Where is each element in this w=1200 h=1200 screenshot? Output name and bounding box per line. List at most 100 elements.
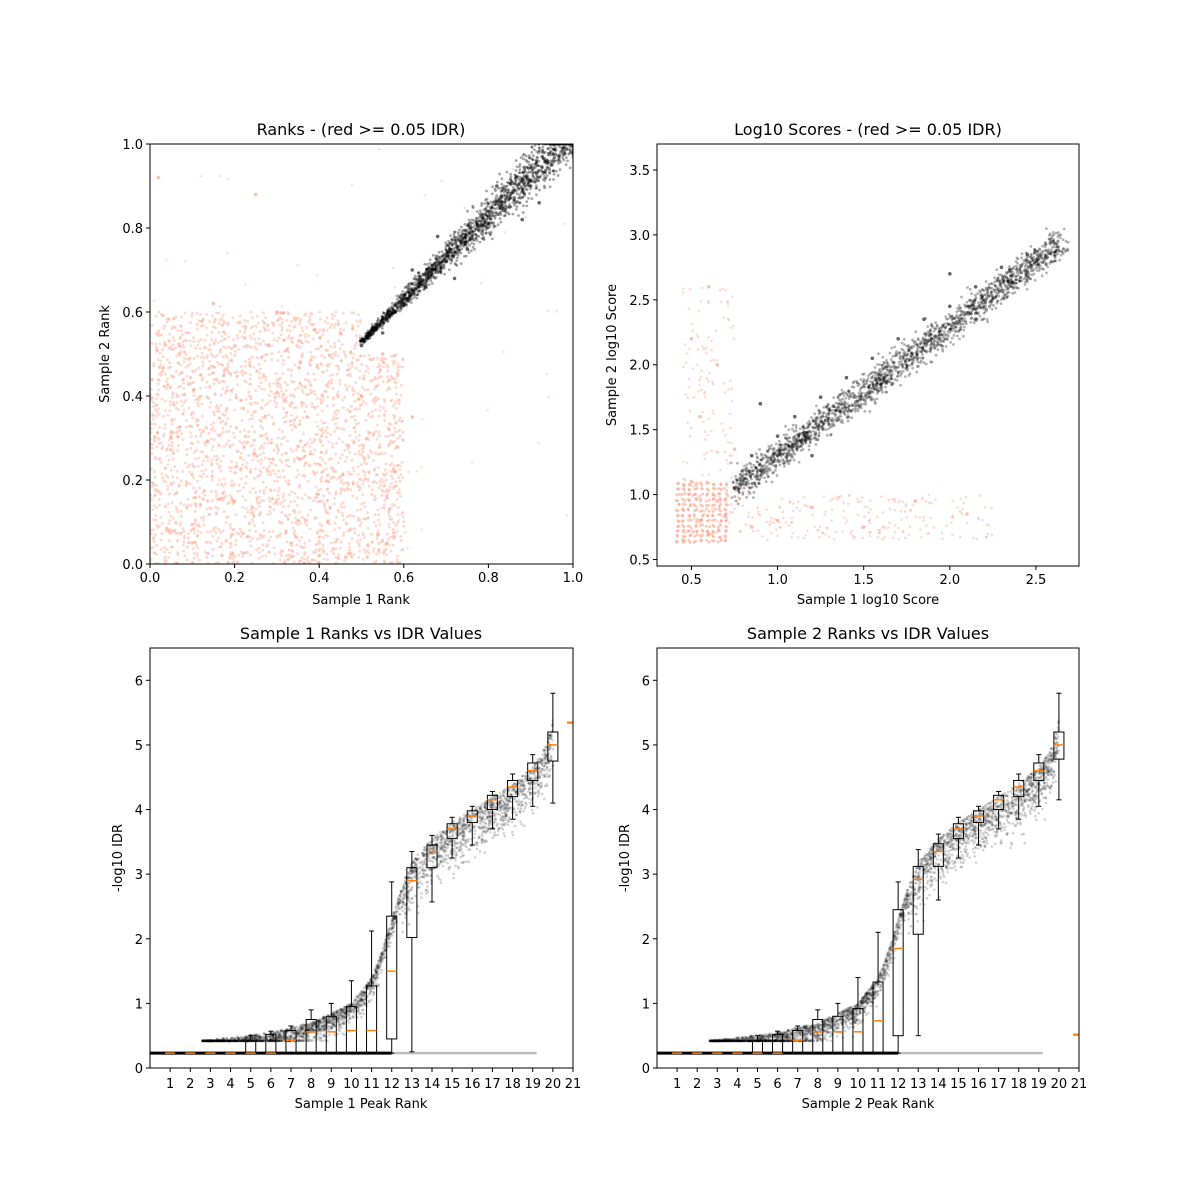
x-tick-label: 2: [693, 1077, 701, 1092]
scatter-point: [452, 276, 457, 281]
x-tick-label: 13: [404, 1077, 421, 1092]
sample1-idr-box-panel: Sample 1 Ranks vs IDR Values 1 2 3 4 5 6 7 8 9 10…: [111, 624, 581, 1112]
scatter-point: [965, 512, 969, 516]
scatter-point: [528, 184, 533, 188]
density-cloud: [674, 227, 1070, 544]
scatter-point: [715, 362, 720, 367]
scatter-point: [156, 175, 161, 180]
box: [406, 851, 418, 1053]
axes-frame: [656, 647, 1080, 1069]
scatter-point: [507, 205, 512, 209]
y-axis-label: Sample 2 log10 Score: [605, 284, 620, 426]
axes-frame: [149, 647, 574, 1069]
box: [184, 1052, 196, 1055]
y-tick-label: 0.5: [629, 554, 650, 569]
x-tick-label: 17: [990, 1077, 1007, 1092]
box-iqr: [892, 909, 904, 1037]
scatter-point: [775, 434, 780, 438]
scatter-point: [775, 518, 780, 523]
scatter-point: [724, 512, 728, 516]
scatter-point: [844, 375, 849, 380]
y-tick-label: 4: [642, 804, 650, 819]
x-axis-label: Sample 2 Peak Rank: [802, 1097, 935, 1112]
box-iqr: [852, 1008, 864, 1054]
box: [527, 754, 539, 807]
scatter-point: [275, 310, 279, 314]
chart-title: Ranks - (red >= 0.05 IDR): [257, 120, 466, 139]
box-iqr: [245, 1040, 257, 1054]
y-tick-label: 3.5: [629, 164, 650, 179]
scatter-point: [913, 499, 918, 503]
box: [204, 1052, 216, 1055]
y-tick-label: 3: [642, 868, 650, 883]
plot-clip-group: [657, 692, 1079, 1055]
x-tick-label: 10: [850, 1077, 867, 1092]
x-tick-label: 0.8: [478, 571, 499, 586]
x-tick-label: 1: [673, 1077, 681, 1092]
box: [731, 1052, 743, 1055]
y-tick-label: 3: [135, 868, 143, 883]
scatter-point: [706, 531, 711, 536]
x-axis-label: Sample 1 Peak Rank: [295, 1097, 428, 1112]
box-iqr: [872, 981, 884, 1054]
axis-ticks: 0.0 0.2 0.4 0.6 0.8 1.0 0.0 0.2 0.4 0.6 0.8 1.0: [122, 138, 583, 586]
box: [671, 1052, 683, 1055]
box: [812, 1009, 824, 1054]
ranks-scatter-panel: Ranks - (red >= 0.05 IDR) 0.0 0.2 0.4 0.6 0.…: [98, 120, 583, 608]
box: [792, 1025, 804, 1054]
scatter-point: [198, 373, 203, 377]
x-tick-label: 4: [226, 1077, 234, 1092]
x-tick-label: 11: [870, 1077, 887, 1092]
y-tick-label: 4: [135, 804, 143, 819]
idr-point-cloud: [657, 718, 1061, 1055]
y-tick-label: 0.8: [122, 222, 143, 237]
y-tick-label: 6: [642, 674, 650, 689]
x-tick-label: 15: [950, 1077, 967, 1092]
box-iqr: [446, 823, 458, 840]
scatter-point: [359, 394, 364, 398]
scatter-point: [393, 469, 398, 474]
x-tick-label: 5: [753, 1077, 761, 1092]
box-iqr: [812, 1019, 824, 1054]
x-tick-label: 0.5: [681, 573, 702, 588]
box: [852, 977, 864, 1054]
x-tick-label: 3: [206, 1077, 214, 1092]
plot-clip-group: [674, 227, 1070, 544]
scatter-point: [706, 285, 711, 289]
box: [164, 1052, 176, 1055]
y-axis-label: -log10 IDR: [618, 824, 633, 892]
scatter-point: [190, 541, 195, 545]
plot-clip-group: [150, 692, 573, 1055]
scatter-point: [1025, 252, 1030, 257]
x-tick-label: 2: [186, 1077, 194, 1092]
box: [386, 881, 398, 1054]
y-tick-label: 0.4: [122, 390, 143, 405]
box-iqr: [325, 1015, 337, 1054]
y-tick-label: 2.5: [629, 294, 650, 309]
scatter-point: [253, 192, 258, 197]
axis-ticks: 0.5 1.0 1.5 2.0 2.5 0.5 1.0 1.5 2.0 2.5 3.0 3.5: [629, 164, 1046, 588]
scatter-point: [232, 499, 237, 503]
scatter-point: [550, 163, 554, 167]
scatter-point: [410, 268, 415, 272]
x-tick-label: 0.0: [140, 571, 161, 586]
x-tick-label: 15: [444, 1077, 461, 1092]
box: [285, 1025, 297, 1054]
scatter-point: [749, 453, 754, 458]
x-tick-label: 6: [773, 1077, 781, 1092]
scatter-point: [999, 265, 1004, 270]
scatter-point: [698, 518, 702, 523]
scatter-point: [818, 395, 823, 400]
scatter-point: [698, 414, 702, 419]
box: [892, 881, 904, 1054]
y-tick-label: 3.0: [629, 229, 650, 244]
y-tick-label: 2: [135, 933, 143, 948]
series-black-points: [359, 144, 573, 348]
scatter-point: [380, 352, 385, 356]
scatter-point: [402, 301, 406, 306]
box-iqr: [832, 1015, 844, 1054]
box-iqr: [751, 1040, 764, 1054]
axes-frame: [149, 143, 574, 565]
plot-area: [674, 227, 1070, 544]
